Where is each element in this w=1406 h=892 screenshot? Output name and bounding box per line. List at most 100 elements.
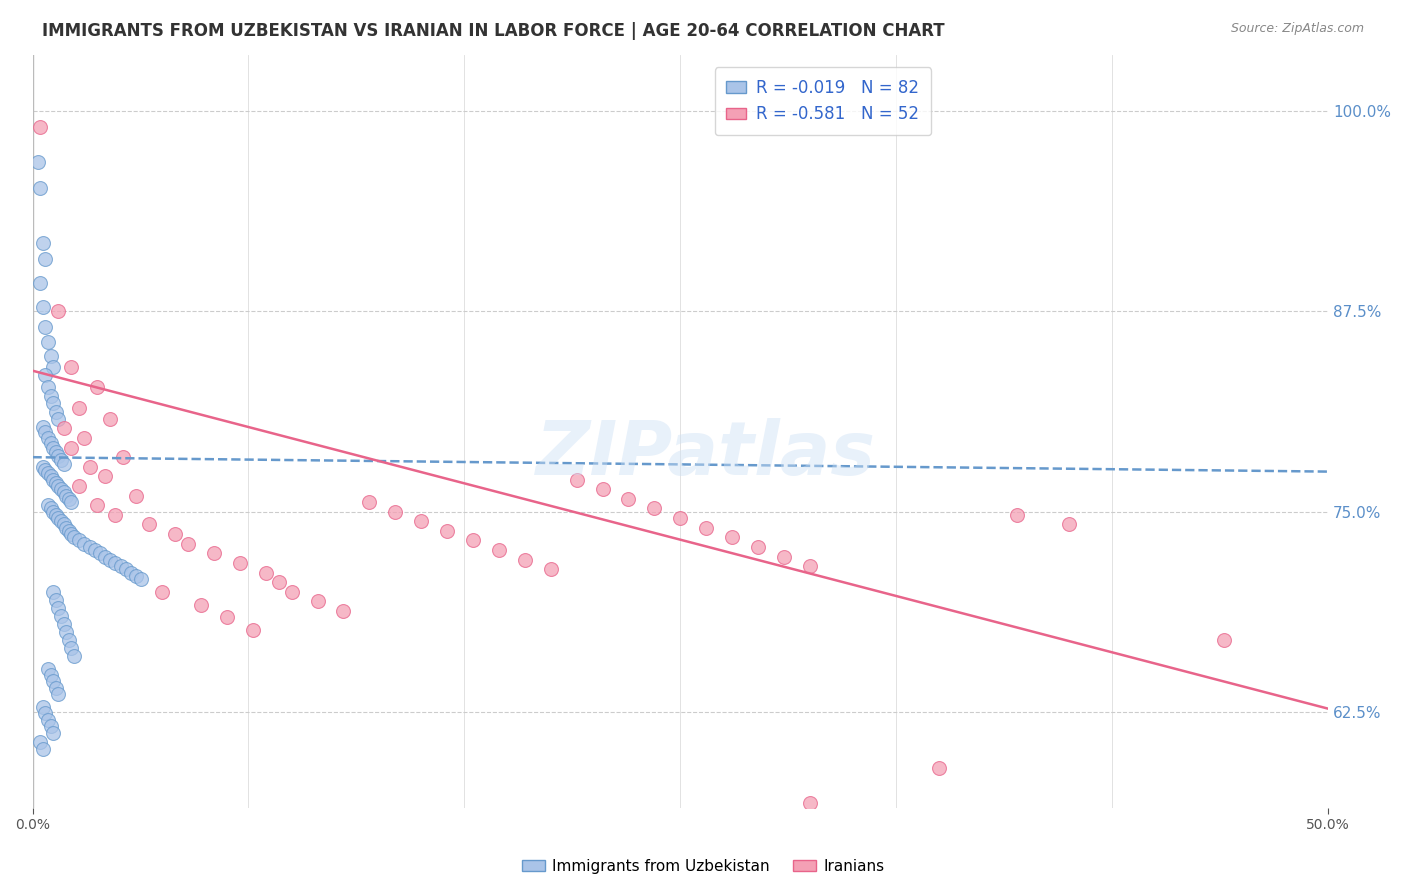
Point [67,533,90,548]
Point [42,505,65,519]
Point [34,368,56,383]
Point [55,624,77,639]
Point [37,334,59,349]
Point [55,489,77,503]
Point [112,450,135,465]
Point [58,632,80,647]
Point [332,604,354,618]
Legend: Immigrants from Uzbekistan, Iranians: Immigrants from Uzbekistan, Iranians [516,853,890,880]
Text: Source: ZipAtlas.com: Source: ZipAtlas.com [1230,22,1364,36]
Point [83,543,105,558]
Point [254,566,277,580]
Point [747,540,769,554]
Point [31,419,53,434]
Point [52,421,75,435]
Point [104,556,127,570]
Point [48,304,70,318]
Point [39,501,62,516]
Point [52,485,75,500]
Point [42,360,65,375]
Point [150,584,173,599]
Point [31,300,53,314]
Point [39,668,62,682]
Point [1057,517,1080,532]
Point [31,235,53,250]
Point [52,517,75,532]
Point [89,546,111,560]
Point [49,482,72,496]
Point [39,389,62,403]
Point [104,508,127,522]
Point [94,549,117,564]
Point [110,559,132,574]
Point [461,533,484,548]
Point [799,796,821,810]
Point [42,441,65,455]
Point [37,498,59,512]
Text: ZIPatlas: ZIPatlas [536,417,876,491]
Point [773,549,796,564]
Point [52,616,75,631]
Point [52,457,75,471]
Point [42,395,65,409]
Point [45,508,67,522]
Point [86,380,108,394]
Point [73,431,96,445]
Point [34,425,56,439]
Point [30,276,52,290]
Point [86,498,108,512]
Point [617,491,640,506]
Point [34,252,56,266]
Point [48,449,70,463]
Text: IMMIGRANTS FROM UZBEKISTAN VS IRANIAN IN LABOR FORCE | AGE 20-64 CORRELATION CHA: IMMIGRANTS FROM UZBEKISTAN VS IRANIAN IN… [42,22,945,40]
Point [34,463,56,477]
Point [114,562,136,576]
Point [58,491,80,506]
Point [48,411,70,425]
Point [202,546,225,560]
Point [177,537,200,551]
Point [34,706,56,721]
Point [45,592,67,607]
Point [359,495,381,509]
Point [79,540,101,554]
Point [31,700,53,714]
Point [42,674,65,689]
Point [31,459,53,474]
Point [49,514,72,528]
Point [592,482,614,496]
Point [42,725,65,739]
Point [42,473,65,487]
Point [280,584,302,599]
Point [48,600,70,615]
Point [49,453,72,467]
Point [45,445,67,459]
Point [30,181,52,195]
Point [60,495,83,509]
Point [125,489,148,503]
Point [488,543,510,558]
Point [37,380,59,394]
Point [138,517,160,532]
Point [34,320,56,334]
Point [49,608,72,623]
Point [98,552,121,566]
Point [125,568,148,582]
Point [45,681,67,695]
Point [384,505,406,519]
Point [1213,632,1236,647]
Point [94,469,117,483]
Point [163,527,186,541]
Point [565,473,588,487]
Point [63,648,86,663]
Point [307,594,329,608]
Point [48,511,70,525]
Point [436,524,458,538]
Point [45,405,67,419]
Point [60,441,83,455]
Legend: R = -0.019   N = 82, R = -0.581   N = 52: R = -0.019 N = 82, R = -0.581 N = 52 [714,67,931,135]
Point [45,475,67,490]
Point [721,530,744,544]
Point [39,435,62,450]
Point [540,562,562,576]
